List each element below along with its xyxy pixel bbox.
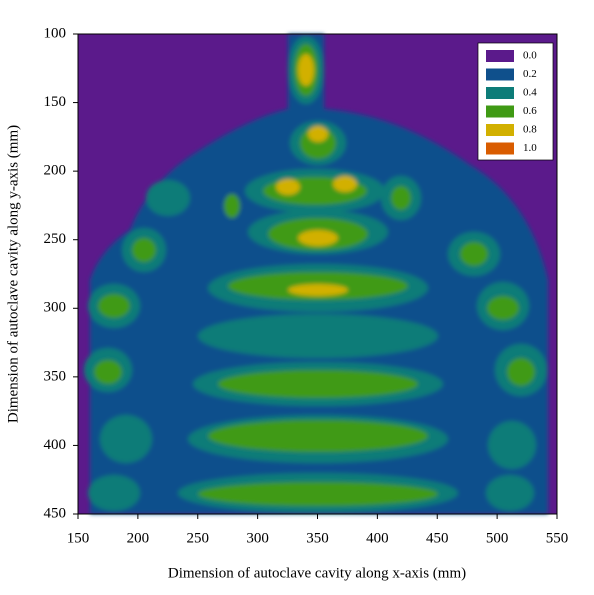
contour-blob [198,314,438,358]
legend-swatch [486,50,514,62]
legend-swatch [486,68,514,81]
contour-layers [84,34,548,514]
contour-blob [224,194,240,218]
legend-label: 0.6 [523,105,537,117]
y-tick-label: 200 [44,163,67,179]
x-tick-label: 350 [306,530,329,546]
contour-blob [288,284,348,296]
contour-blob [308,126,328,142]
contour-blob [208,420,428,452]
legend-swatch [486,105,514,118]
y-tick-label: 400 [44,437,67,453]
y-tick-label: 450 [44,505,67,521]
y-tick-label: 350 [44,368,67,384]
y-tick-label: 100 [44,25,67,41]
legend-label: 0.4 [523,87,537,99]
legend-label: 0.2 [523,68,537,80]
contour-blob [507,358,535,386]
contour-blob [276,179,300,195]
legend-label: 0.0 [523,50,537,62]
contour-blob [486,475,534,511]
contour-blob [488,421,536,469]
legend-swatch [486,142,514,155]
x-tick-label: 550 [546,530,569,546]
contour-blob [487,296,519,320]
contour-blob [146,180,190,216]
contour-blob [333,176,357,192]
contour-blob [298,54,314,86]
contour-blob [132,238,156,262]
contour-blob [100,415,152,463]
x-tick-label: 150 [67,530,90,546]
x-tick-label: 450 [426,530,449,546]
contour-blob [298,230,338,246]
legend-label: 0.8 [523,124,537,136]
contour-blob [98,294,130,318]
x-tick-label: 400 [366,530,389,546]
contour-blob [88,475,140,511]
contour-blob [94,360,122,384]
x-tick-label: 200 [127,530,150,546]
y-tick-label: 250 [44,231,67,247]
contour-blob [218,370,418,398]
contour-blob [198,482,438,506]
y-axis-label: Dimension of autoclave cavity along y-ax… [5,125,21,423]
x-tick-label: 300 [246,530,269,546]
y-tick-label: 150 [44,94,67,110]
legend-swatch [486,124,514,136]
contour-blob [391,186,411,210]
legend-label: 1.0 [523,142,537,154]
x-tick-label: 500 [486,530,509,546]
y-tick-label: 300 [44,300,67,316]
x-axis-label: Dimension of autoclave cavity along x-ax… [168,565,466,581]
legend [477,42,554,161]
x-tick-label: 250 [187,530,210,546]
contour-field [78,34,557,514]
legend-swatch [486,87,514,99]
contour-blob [460,242,488,266]
